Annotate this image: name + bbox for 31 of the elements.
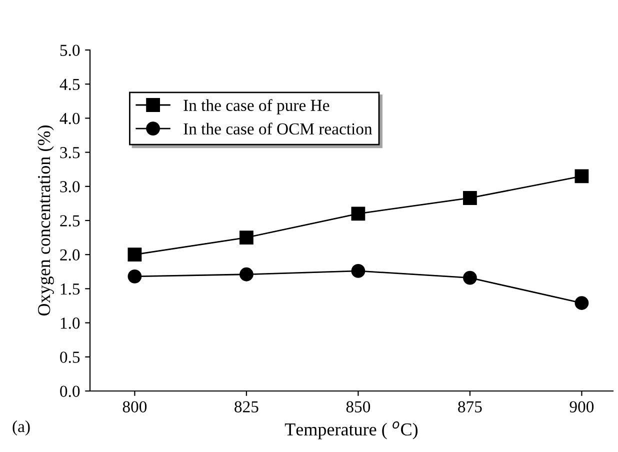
text: (a)	[12, 420, 30, 436]
y-tick-label: 4.0	[60, 112, 80, 124]
point	[351, 206, 366, 221]
y-axis-title: Oxygen concentration (%)	[37, 126, 54, 316]
legend-label: In the case of pure He	[184, 99, 330, 114]
point	[351, 264, 366, 278]
point	[240, 267, 254, 282]
point	[128, 248, 142, 262]
y-tick-label: 2.5	[60, 215, 80, 227]
point	[574, 169, 589, 184]
point	[463, 191, 477, 205]
y-tick-label: 0.0	[60, 386, 80, 398]
x-tick-label: 875	[458, 401, 482, 412]
legend-label: In the case of OCM reaction	[184, 122, 372, 135]
x-tick-label: 825	[234, 401, 258, 412]
y-tick-label: 1.5	[60, 283, 80, 295]
x-axis-title: Temperature ( $^{o}$C)	[284, 421, 418, 440]
y-tick-label: 4.5	[60, 78, 80, 90]
point	[574, 296, 589, 310]
x-tick-label: 900	[570, 401, 594, 412]
x-tick-label: 850	[346, 401, 370, 412]
y-tick-label: 3.5	[60, 147, 80, 158]
y-tick-label: 0.5	[60, 352, 80, 363]
point	[463, 270, 477, 285]
y-tick-label: 2.0	[60, 249, 80, 261]
x-tick-label: 800	[122, 401, 147, 412]
y-tick-label: 5.0	[60, 44, 80, 56]
y-tick-label: 3.0	[60, 181, 80, 192]
point	[240, 230, 254, 244]
point	[128, 269, 142, 284]
y-tick-label: 1.0	[60, 318, 80, 329]
